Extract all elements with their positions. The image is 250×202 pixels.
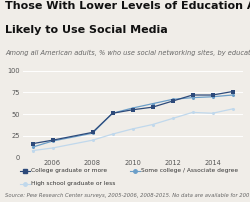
Text: Among all American adults, % who use social networking sites, by education level: Among all American adults, % who use soc… xyxy=(5,49,250,56)
Text: Source: Pew Research Center surveys, 2005-2006, 2008-2015. No data are available: Source: Pew Research Center surveys, 200… xyxy=(5,193,250,198)
Text: Likely to Use Social Media: Likely to Use Social Media xyxy=(5,25,168,35)
Text: High school graduate or less: High school graduate or less xyxy=(31,181,116,186)
Text: Some college / Associate degree: Some college / Associate degree xyxy=(141,168,238,173)
Text: College graduate or more: College graduate or more xyxy=(31,168,108,173)
Text: Those With Lower Levels of Education Are Less: Those With Lower Levels of Education Are… xyxy=(5,1,250,11)
